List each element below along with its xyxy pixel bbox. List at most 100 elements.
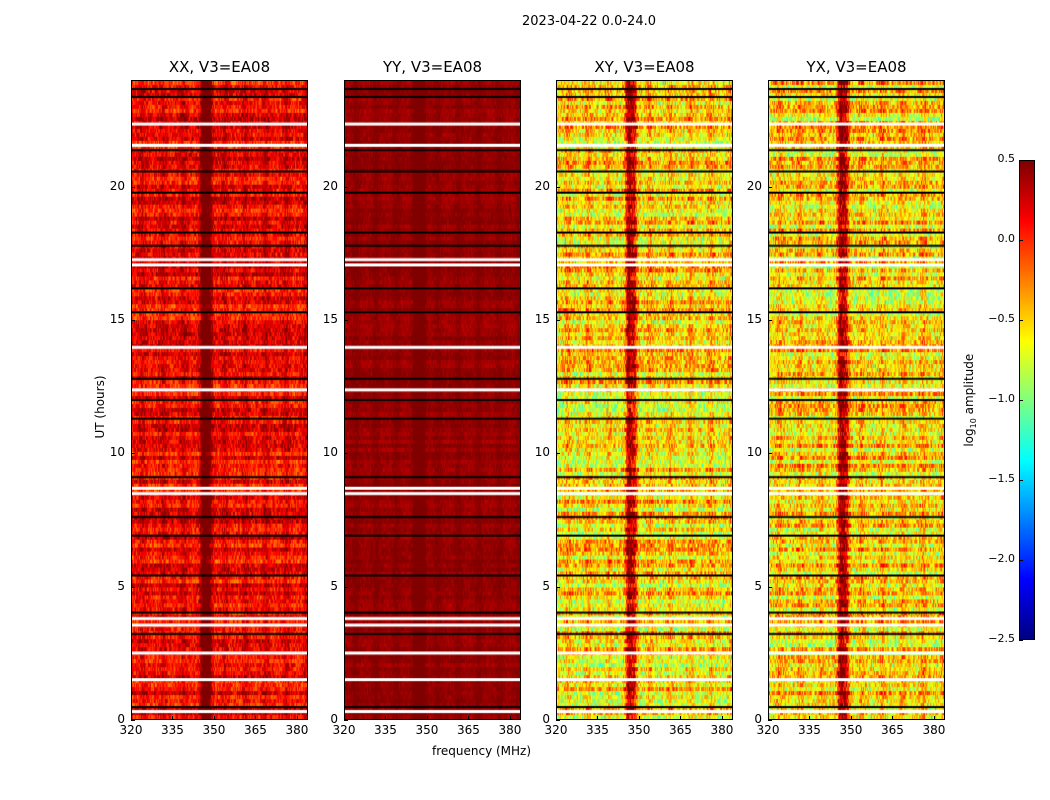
x-tick-label: 365 [669,723,692,737]
y-tick-label: 15 [109,312,125,326]
colorbar-tick-label: 0.0 [997,232,1016,245]
y-tick-mark [131,720,135,721]
y-tick-label: 10 [746,445,762,460]
x-tick-label: 335 [586,723,609,737]
y-tick-mark [768,186,772,188]
heatmap-yy [344,80,521,720]
suptitle: 2023-04-22 0.0-24.0 [522,14,656,29]
x-tick-mark [721,716,723,720]
x-tick-label: 380 [285,723,309,737]
x-tick-mark [385,716,387,720]
y-tick-mark [131,186,135,188]
x-tick-label: 380 [710,723,734,737]
colorbar-tick-label: −2.0 [988,552,1015,565]
y-tick-mark [131,320,135,321]
x-tick-label: 365 [881,723,904,737]
y-tick-label: 20 [534,178,550,193]
x-tick-label: 350 [627,723,651,737]
x-tick-label: 335 [161,723,184,737]
x-tick-mark [850,716,852,720]
y-tick-label: 0 [542,712,550,726]
x-tick-label: 320 [544,723,568,737]
x-tick-label: 335 [374,723,397,737]
y-tick-label: 10 [322,445,338,460]
x-tick-mark [809,716,811,720]
panel-title-xy: XY, V3=EA08 [594,58,695,76]
colorbar-tick-label: −0.5 [988,312,1015,325]
x-tick-mark [892,716,894,720]
colorbar-tick-label: 0.5 [997,152,1016,165]
y-tick-mark [556,453,560,455]
x-tick-label: 380 [498,723,522,737]
x-tick-label: 335 [798,723,821,737]
panel-title-xx: XX, V3=EA08 [168,58,271,76]
x-tick-label: 350 [202,723,226,737]
colorbar-label-sub: 10 [969,418,979,429]
y-tick-label: 5 [117,578,125,593]
y-tick-mark [344,586,348,588]
y-tick-label: 0 [117,712,125,726]
colorbar-label-log: log [961,428,976,447]
x-tick-label: 350 [415,723,439,737]
x-tick-mark [172,716,174,720]
x-tick-mark [680,716,682,720]
y-axis-label: UT (hours) [93,375,107,439]
y-tick-label: 5 [542,578,550,593]
y-tick-label: 20 [109,178,125,193]
x-tick-mark [933,716,935,720]
colorbar-tick-mark [1019,640,1023,641]
x-tick-mark [468,716,470,720]
y-tick-mark [131,586,135,588]
heatmap-yx [768,80,945,720]
colorbar-label-rest: amplitude [961,353,976,419]
x-tick-label: 320 [332,723,356,737]
y-tick-label: 0 [754,712,762,726]
colorbar-tick-label: −1.5 [988,472,1015,485]
heatmap-xx [131,80,308,720]
colorbar-tick-mark [1019,240,1023,241]
x-tick-label: 365 [244,723,267,737]
y-tick-label: 20 [746,178,762,193]
y-tick-mark [768,586,772,588]
x-tick-label: 380 [922,723,946,737]
x-tick-label: 320 [119,723,143,737]
x-tick-mark [597,716,599,720]
y-tick-label: 5 [330,578,338,593]
y-tick-label: 15 [746,312,762,326]
y-tick-mark [344,186,348,188]
x-tick-mark [768,716,769,720]
x-tick-label: 365 [457,723,480,737]
heatmap-xy [556,80,733,720]
colorbar-tick-mark [1019,320,1023,321]
x-tick-mark [556,716,557,720]
colorbar-tick-mark [1019,560,1023,561]
x-tick-mark [255,716,257,720]
colorbar-tick-mark [1019,480,1023,481]
y-tick-mark [768,720,772,721]
y-tick-label: 0 [330,712,338,726]
x-tick-mark [296,716,298,720]
y-tick-mark [556,186,560,188]
y-tick-label: 10 [534,445,550,460]
x-tick-label: 320 [756,723,780,737]
y-tick-mark [344,453,348,455]
y-tick-mark [344,320,348,321]
y-tick-label: 20 [322,178,338,193]
x-tick-label: 350 [839,723,863,737]
x-tick-mark [509,716,511,720]
x-axis-label: frequency (MHz) [432,744,532,758]
panel-title-yy: YY, V3=EA08 [382,58,483,76]
panel-title-yx: YX, V3=EA08 [806,58,907,76]
y-tick-mark [768,320,772,321]
x-tick-mark [344,716,345,720]
x-tick-mark [131,716,132,720]
y-tick-label: 15 [534,312,550,326]
colorbar-tick-mark [1019,160,1023,161]
y-tick-mark [344,720,348,721]
colorbar-tick-label: −1.0 [988,392,1015,405]
y-tick-label: 5 [754,578,762,593]
y-tick-mark [131,453,135,455]
x-tick-mark [213,716,215,720]
colorbar-tick-label: −2.5 [988,632,1015,645]
